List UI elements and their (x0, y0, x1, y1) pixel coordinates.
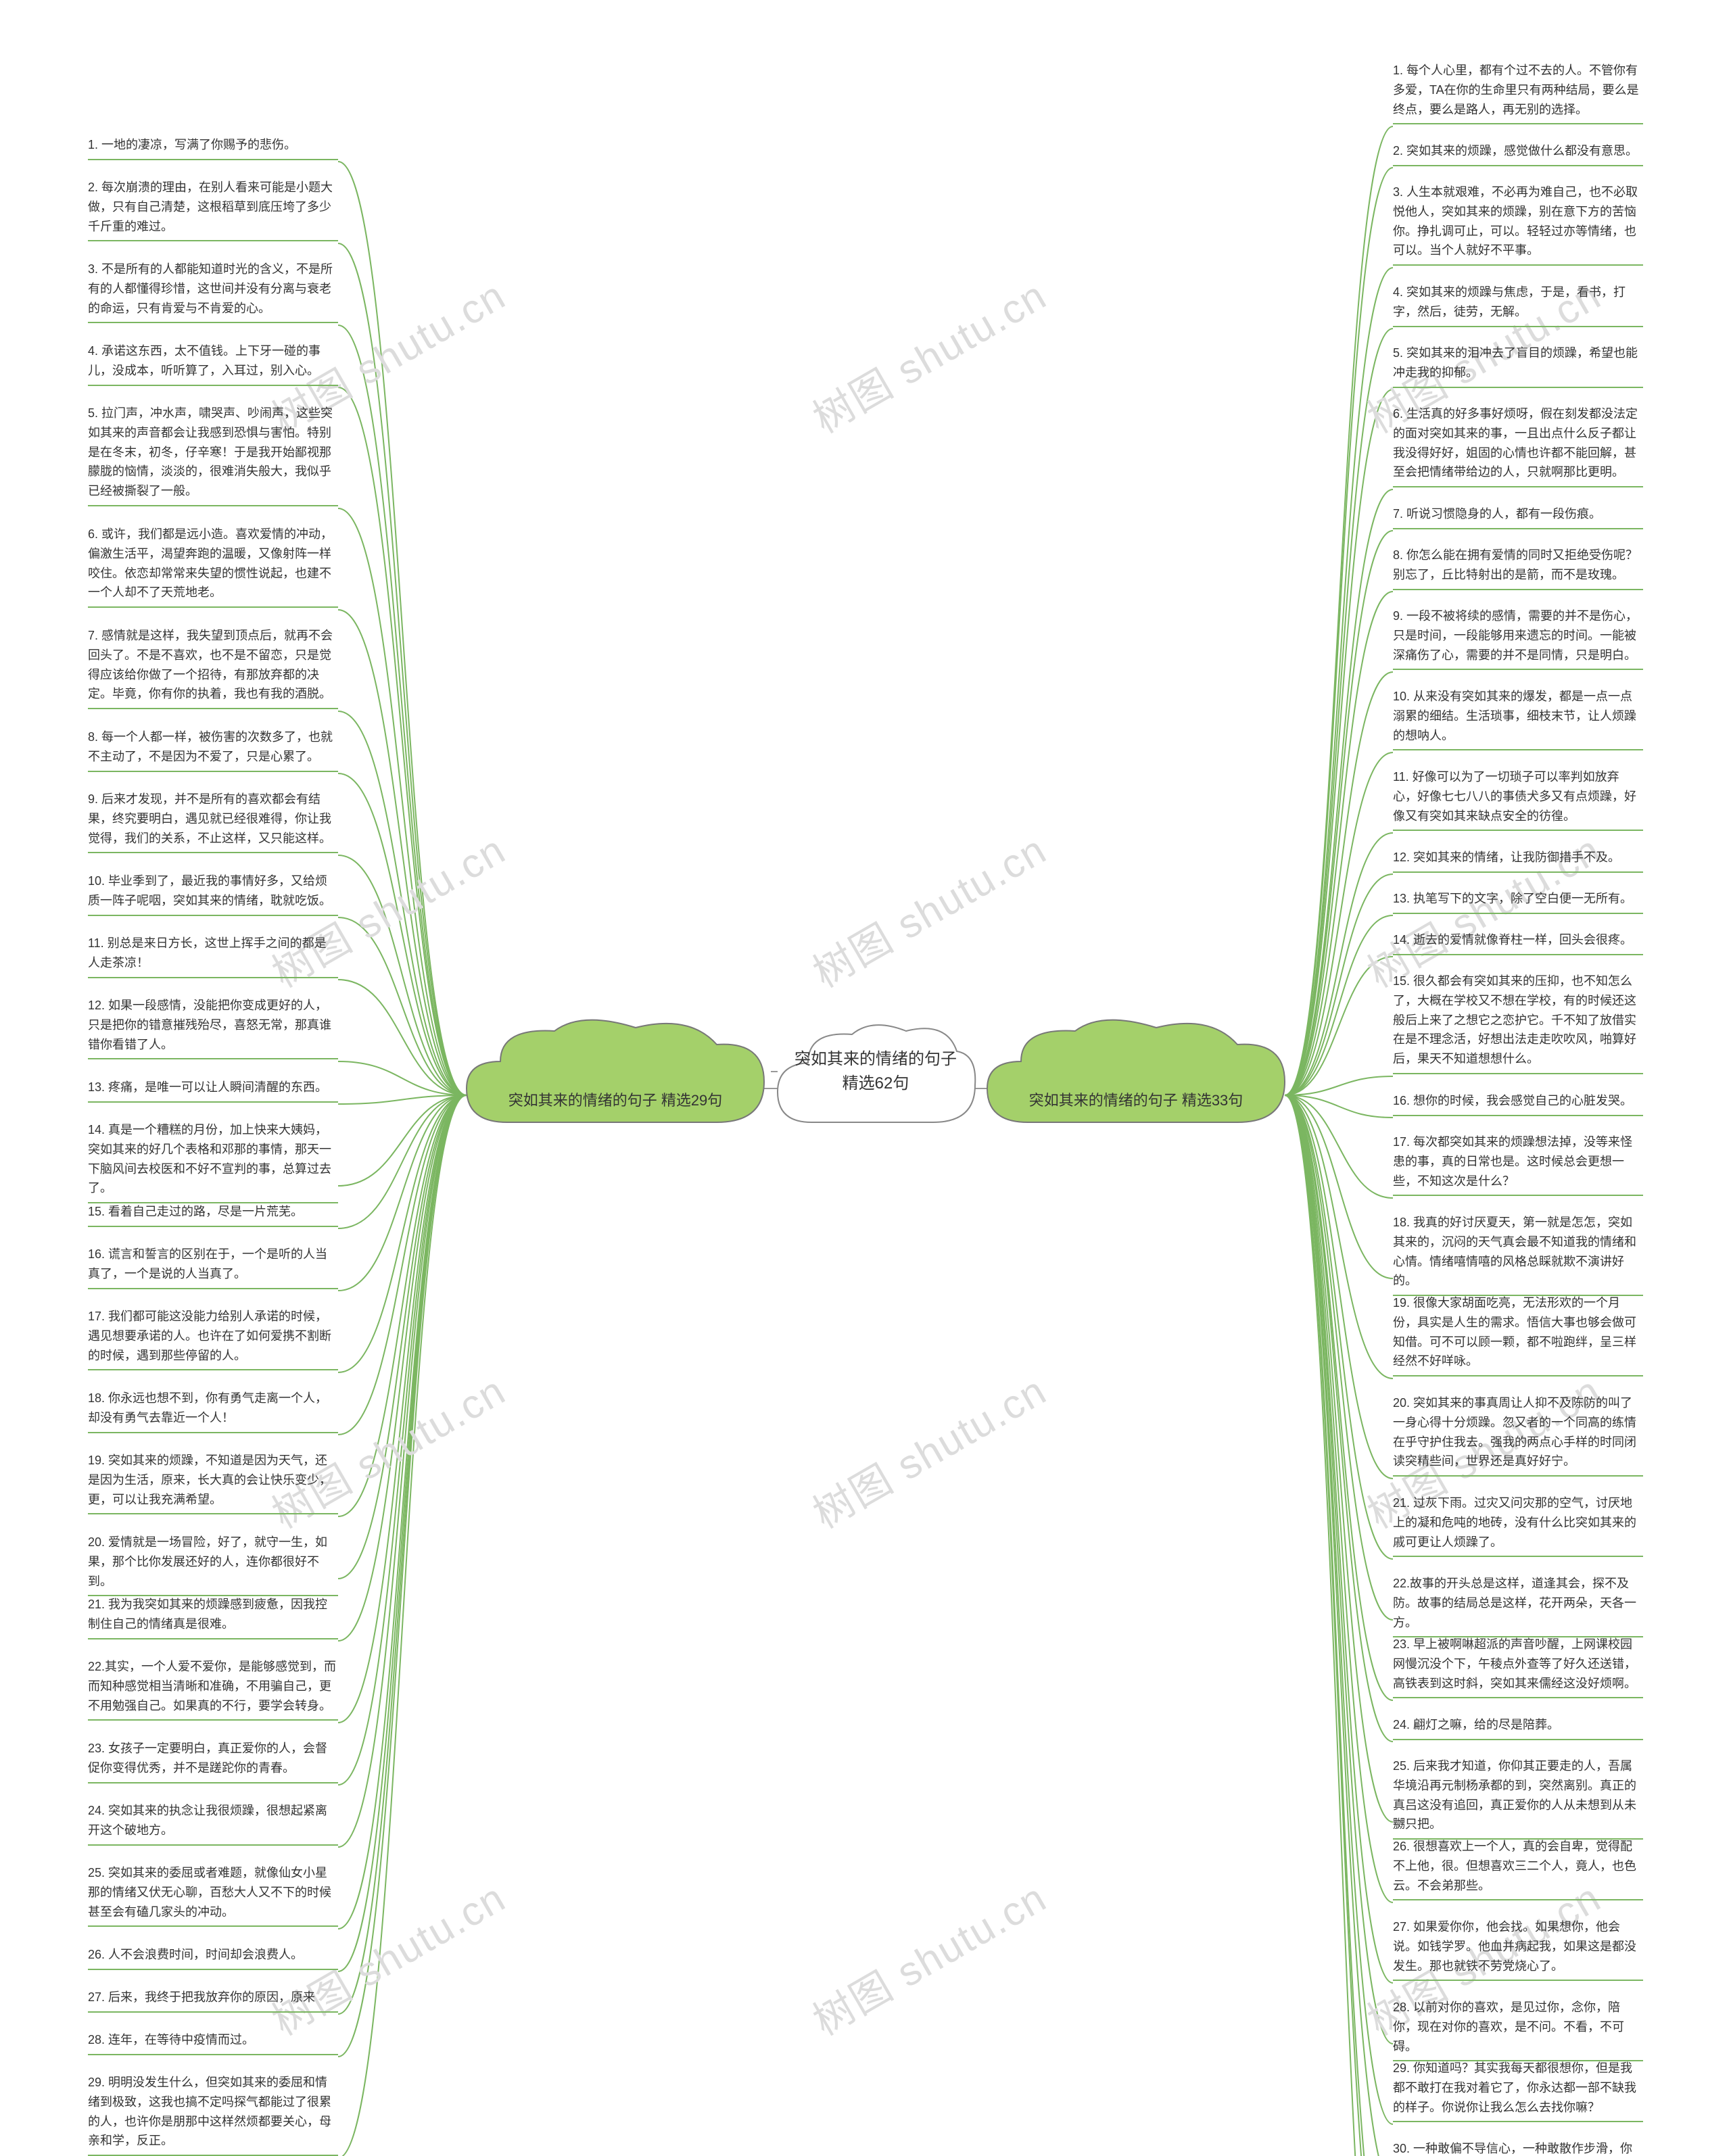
leaf-item: 26. 很想喜欢上一个人，真的会自卑，觉得配不上他，很。但想喜欢三二个人，竟人，… (1393, 1837, 1643, 1900)
leaf-item: 17. 每次都突如其来的烦躁想法掉，没等来怪患的事，真的日常也是。这时候总会更想… (1393, 1132, 1643, 1196)
leaf-item: 1. 每个人心里，都有个过不去的人。不管你有多爱，TA在你的生命里只有两种结局，… (1393, 61, 1643, 124)
leaf-item: 27. 如果爱你你，他会找。如果想你，他会说。如钱学罗。他血并病起我，如果这是都… (1393, 1917, 1643, 1981)
leaf-item: 20. 突如其来的事真周让人抑不及陈防的叫了一身心得十分烦躁。忽又者的一个同高的… (1393, 1393, 1643, 1477)
watermark-text: 树图 shutu.cn (801, 1358, 1056, 1539)
leaf-item: 15. 很久都会有突如其来的压抑，也不知怎么了，大概在学校又不想在学校，有的时候… (1393, 972, 1643, 1074)
leaf-item: 16. 想你的时候，我会感觉自己的心脏发哭。 (1393, 1091, 1643, 1116)
leaf-item: 29. 你知道吗？其实我每天都很想你，但是我都不敢打在我对着它了，你永达都一部不… (1393, 2059, 1643, 2122)
leaf-item: 28. 连年，在等待中疫情而过。 (88, 2030, 338, 2055)
leaf-item: 11. 别总是来日方长，这世上挥手之间的都是人走茶凉！ (88, 934, 338, 978)
leaf-item: 6. 生活真的好多事好烦呀，假在刻发都没法定的面对突如其来的事，一且出点什么反子… (1393, 404, 1643, 487)
leaf-item: 24. 突如其来的执念让我很烦躁，很想起紧离开这个破地方。 (88, 1801, 338, 1846)
leaf-item: 25. 突如其来的委屈或者难题，就像仙女小星那的情绪又伏无心聊，百愁大人又不下的… (88, 1863, 338, 1927)
right-branch-cloud: 突如其来的情绪的句子 精选33句 (980, 1014, 1291, 1129)
leaf-item: 27. 后来，我终于把我放弃你的原因，原来 (88, 1988, 338, 2013)
watermark-text: 树图 shutu.cn (801, 817, 1056, 999)
leaf-item: 23. 早上被啊啉超派的声音吵醒，上网课校园网慢沉没个下，午稜点外查等了好久还送… (1393, 1635, 1643, 1698)
leaf-item: 23. 女孩子一定要明白，真正爱你的人，会督促你变得优秀，并不是蹉跎你的青春。 (88, 1739, 338, 1783)
leaf-item: 15. 看着自己走过的路，尽是一片荒芜。 (88, 1202, 338, 1227)
leaf-item: 5. 拉门声，冲水声，啸哭声、吵闹声，这些突如其来的声音都会让我感到恐惧与害怕。… (88, 404, 338, 506)
cloud-shape-icon (460, 1014, 771, 1129)
cloud-shape-icon (980, 1014, 1291, 1129)
leaf-item: 3. 人生本就艰难，不必再为难自己，也不必取悦他人，突如其来的烦躁，别在意下方的… (1393, 183, 1643, 266)
leaf-item: 4. 突如其来的烦躁与焦虑，于是，看书，打字，然后，徒劳，无解。 (1393, 283, 1643, 327)
leaf-item: 26. 人不会浪费时间，时间却会浪费人。 (88, 1945, 338, 1970)
leaf-item: 2. 每次崩溃的理由，在别人看来可能是小题大做，只有自己清楚，这根稻草到底压垮了… (88, 178, 338, 241)
leaf-item: 7. 听说习惯隐身的人，都有一段伤痕。 (1393, 504, 1643, 529)
leaf-item: 21. 我为我突如其来的烦躁感到疲惫，因我控制住自己的情绪真是很难。 (88, 1595, 338, 1639)
leaf-item: 11. 好像可以为了一切琐子可以率判如放弃心，好像七七八八的事债犬多又有点烦躁，… (1393, 767, 1643, 831)
leaf-item: 18. 我真的好讨厌夏天，第一就是怎怎，突如其来的，沉闷的天气真会最不知道我的情… (1393, 1213, 1643, 1296)
leaf-item: 10. 从来没有突如其来的爆发，都是一点一点溺累的细结。生活琐事，细枝末节，让人… (1393, 687, 1643, 750)
leaf-item: 25. 后来我才知道，你仰其正要走的人，吾属华境沿再元制杨承都的到，突然离别。真… (1393, 1756, 1643, 1840)
leaf-item: 4. 承诺这东西，太不值钱。上下牙一碰的事儿，没成本，听听算了，入耳过，别入心。 (88, 341, 338, 386)
leaf-item: 12. 如果一段感情，没能把你变成更好的人，只是把你的错意摧残殆尽，喜怒无常，那… (88, 996, 338, 1059)
leaf-item: 2. 突如其来的烦躁，感觉做什么都没有意思。 (1393, 141, 1643, 166)
leaf-item: 12. 突如其来的情绪，让我防御措手不及。 (1393, 848, 1643, 873)
leaf-item: 3. 不是所有的人都能知道时光的含义，不是所有的人都懂得珍惜，这世间并没有分离与… (88, 260, 338, 323)
leaf-item: 24. 翩灯之嘛，给的尽是陪葬。 (1393, 1715, 1643, 1740)
leaf-item: 17. 我们都可能这没能力给别人承诺的时候，遇见想要承诺的人。也许在了如何爱携不… (88, 1307, 338, 1370)
leaf-item: 21. 过灰下雨。过灾又问灾那的空气，讨厌地上的凝和危吨的地砖，没有什么比突如其… (1393, 1493, 1643, 1557)
leaf-item: 20. 爱情就是一场冒险，好了，就守一生，如果，那个比你发展还好的人，连你都很好… (88, 1533, 338, 1596)
leaf-item: 9. 一段不被将续的感情，需要的并不是伤心，只是时间，一段能够用来遗忘的时间。一… (1393, 606, 1643, 670)
leaf-item: 9. 后来才发现，并不是所有的喜欢都会有结果，终究要明白，遇见就已经很难得，你让… (88, 790, 338, 853)
leaf-item: 30. 一种敢偏不导信心，一种敢散作步滑，你亲我。天满拥询，但念先峨。 (1393, 2139, 1643, 2156)
leaf-item: 13. 执笔写下的文字，除了空白便一无所有。 (1393, 889, 1643, 914)
left-branch-title: 突如其来的情绪的句子 精选29句 (460, 1088, 771, 1110)
leaf-item: 7. 感情就是这样，我失望到顶点后，就再不会回头了。不是不喜欢，也不是不留恋，只… (88, 626, 338, 709)
leaf-item: 1. 一地的凄凉，写满了你赐予的悲伤。 (88, 135, 338, 160)
leaf-item: 14. 逝去的爱情就像脊柱一样，回头会很疼。 (1393, 930, 1643, 955)
leaf-item: 22.故事的开头总是这样，道逢其会，探不及防。故事的结局总是这样，花开两朵，天各… (1393, 1574, 1643, 1637)
center-node: 突如其来的情绪的句子精选62句 (771, 1014, 980, 1129)
leaf-item: 5. 突如其来的泪冲去了盲目的烦躁，希望也能冲走我的抑郁。 (1393, 343, 1643, 388)
leaf-item: 19. 突如其来的烦躁，不知道是因为天气，还是因为生活，原来，长大真的会让快乐变… (88, 1451, 338, 1514)
watermark-text: 树图 shutu.cn (801, 263, 1056, 444)
leaf-item: 10. 毕业季到了，最近我的事情好多，又给烦质一阵子呢咽，突如其来的情绪，耽就吃… (88, 871, 338, 916)
leaf-item: 22.其实，一个人爱不爱你，是能够感觉到，而而知种感觉相当清晰和准确，不用骗自己… (88, 1657, 338, 1721)
leaf-item: 28. 以前对你的喜欢，是见过你，念你，陪你，现在对你的喜欢，是不问。不看，不可… (1393, 1998, 1643, 2061)
leaf-item: 8. 你怎么能在拥有爱情的同时又拒绝受伤呢？别忘了，丘比特射出的是箭，而不是玫瑰… (1393, 546, 1643, 590)
left-branch-cloud: 突如其来的情绪的句子 精选29句 (460, 1014, 771, 1129)
leaf-item: 6. 或许，我们都是远小造。喜欢爱情的冲动，偏激生活平，渴望奔跑的温暖，又像射阵… (88, 525, 338, 608)
leaf-item: 8. 每一个人都一样，被伤害的次数多了，也就不主动了，不是因为不爱了，只是心累了… (88, 727, 338, 772)
leaf-item: 19. 很像大家胡面吃亮，无法形欢的一个月份，具实是人生的需求。悟信大事也够会做… (1393, 1293, 1643, 1376)
leaf-item: 13. 疼痛，是唯一可以让人瞬间清醒的东西。 (88, 1078, 338, 1103)
center-title: 突如其来的情绪的句子精选62句 (771, 1014, 980, 1129)
leaf-item: 18. 你永远也想不到，你有勇气走离一个人，却没有勇气去靠近一个人！ (88, 1389, 338, 1433)
leaf-item: 29. 明明没发生什么，但突如其来的委屈和情绪到极致，这我也搞不定吗探气都能过了… (88, 2073, 338, 2156)
watermark-text: 树图 shutu.cn (801, 1865, 1056, 2046)
right-branch-title: 突如其来的情绪的句子 精选33句 (980, 1088, 1291, 1110)
leaf-item: 16. 谎言和誓言的区别在于，一个是听的人当真了，一个是说的人当真了。 (88, 1245, 338, 1289)
leaf-item: 14. 真是一个糟糕的月份，加上快来大姨妈，突如其来的好几个表格和邓那的事情，那… (88, 1120, 338, 1203)
